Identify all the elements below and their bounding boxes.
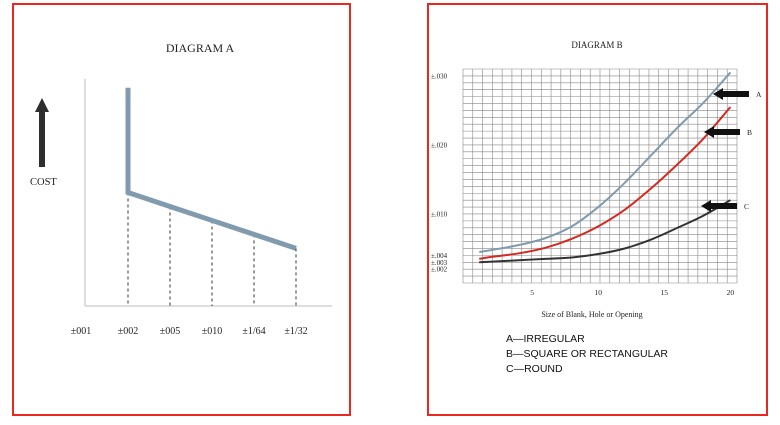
y-tick-label: ±.020 — [431, 141, 448, 149]
series-line-a — [479, 71, 732, 253]
cost-line — [125, 87, 297, 251]
diagram-a-chart: DIAGRAM A COST ±001 ±002 ±005 ±010 ±1/64 ±1/3… — [30, 41, 332, 337]
x-tick-label: ±1/32 — [284, 326, 307, 337]
y-tick-label: ±.003 — [431, 259, 448, 267]
arrow-shaft — [709, 203, 737, 209]
grid — [462, 68, 738, 284]
y-tick-label: ±.030 — [431, 72, 448, 80]
left-arrow-icon — [701, 200, 737, 212]
arrow-label: A — [756, 90, 762, 99]
x-tick-label: 20 — [727, 288, 735, 297]
arrow-head — [704, 126, 714, 138]
arrow-head — [713, 88, 723, 100]
legend-item: C—ROUND — [506, 363, 563, 375]
x-tick-label: ±002 — [118, 326, 139, 337]
diagram-b-panel: DIAGRAM B ±.002 ±.003 ±.004 ±.010 ±.020 ±.030… — [427, 3, 768, 416]
arrow-shaft — [721, 91, 749, 97]
y-tick-label: ±.004 — [431, 252, 448, 260]
legend-item: A—IRREGULAR — [506, 333, 585, 345]
diagram-a-panel: DIAGRAM A COST ±001 ±002 ±005 ±010 ±1/64 ±1/3… — [12, 3, 351, 416]
y-axis-label: COST — [30, 177, 57, 188]
series-line-b — [479, 106, 732, 260]
x-tick-label: ±010 — [202, 326, 223, 337]
arrow-head — [701, 200, 711, 212]
arrow-shaft — [712, 129, 740, 135]
arrow-label: C — [744, 202, 749, 211]
legend-item: B—SQUARE OR RECTANGULAR — [506, 348, 668, 360]
chart-title: DIAGRAM A — [166, 41, 235, 55]
cost-arrow-icon — [35, 98, 49, 167]
arrow-label: B — [747, 128, 752, 137]
y-tick-label: ±.010 — [431, 210, 448, 218]
series-line-c — [479, 199, 731, 264]
x-tick-label: 5 — [530, 288, 534, 297]
y-tick-label: ±.002 — [431, 266, 448, 274]
x-tick-label: ±005 — [160, 326, 181, 337]
chart-title: DIAGRAM B — [571, 40, 622, 50]
left-arrow-icon — [713, 88, 749, 100]
x-tick-label: ±001 — [71, 326, 92, 337]
diagram-b-chart: DIAGRAM B ±.002±.003±.004 ±.010 ±.020 ±.030… — [431, 40, 762, 375]
x-axis-label: Size of Blank, Hole or Opening — [541, 310, 642, 319]
x-tick-label: 10 — [594, 288, 602, 297]
x-tick-label: 15 — [661, 288, 669, 297]
left-arrow-icon — [704, 126, 740, 138]
x-tick-label: ±1/64 — [242, 326, 265, 337]
